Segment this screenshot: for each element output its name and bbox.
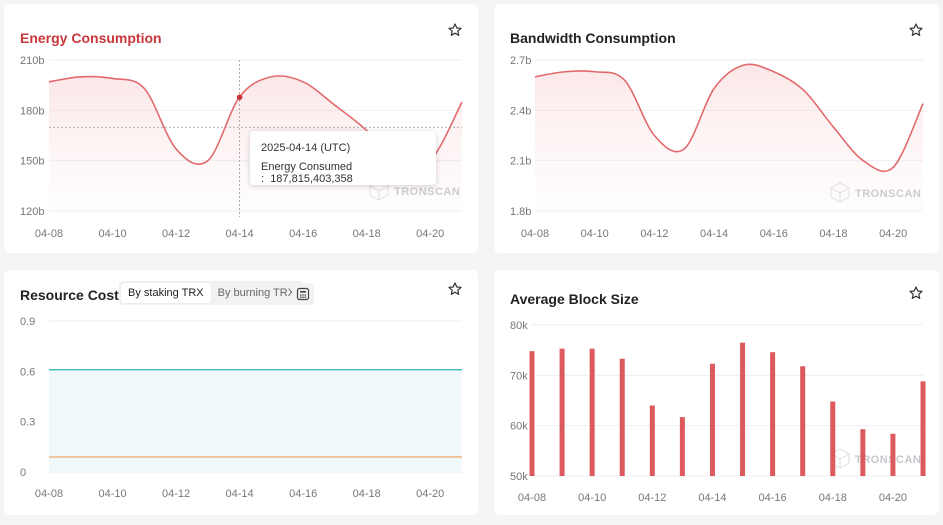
x-tick-label: 04-18 <box>819 228 847 240</box>
resource-costs-chart: 0 0.3 0.6 0.9 04-08 04-10 04-12 04-14 04-16 04-18… <box>20 316 462 500</box>
x-tick-label: 04-16 <box>289 488 317 500</box>
resource-costs-card: Resource Costs By staking TRX By burning… <box>4 270 478 515</box>
x-tick-label: 04-10 <box>98 228 126 240</box>
y-tick-label: 0.6 <box>20 366 35 378</box>
tooltip-value: 187,815,403,358 <box>270 173 353 185</box>
x-tick-label: 04-12 <box>638 492 666 504</box>
x-tick-label: 04-12 <box>640 228 668 240</box>
by-burning-tab[interactable]: By burning TRX <box>217 287 296 299</box>
highlight-point <box>236 94 243 101</box>
star-icon[interactable] <box>909 23 923 37</box>
cost-mode-toggle: By staking TRX By burning TRX <box>119 281 305 305</box>
x-tick-label: 04-08 <box>35 488 63 500</box>
star-icon[interactable] <box>448 23 462 37</box>
x-tick-label: 04-16 <box>289 228 317 240</box>
x-tick-label: 04-08 <box>35 228 63 240</box>
energy-chart: 120b 150b 180b 210b 04-08 04-10 04-12 04-14 04-1… <box>20 55 463 240</box>
watermark-text: TRONSCAN <box>855 454 921 466</box>
x-tick-label: 04-20 <box>879 492 907 504</box>
energy-card: Energy Consumption 120b 150b 180b 210b 04-08… <box>4 4 478 253</box>
x-tick-label: 04-18 <box>819 492 847 504</box>
y-tick-label: 0.9 <box>20 316 35 328</box>
bar <box>770 352 776 476</box>
x-tick-label: 04-14 <box>698 492 726 504</box>
block-title: Average Block Size <box>510 291 639 307</box>
y-tick-label: 2.7b <box>510 55 531 67</box>
calculator-button[interactable] <box>292 283 314 305</box>
bar <box>529 351 535 476</box>
bandwidth-title: Bandwidth Consumption <box>510 30 676 46</box>
calculator-icon <box>296 287 310 301</box>
y-tick-label: 210b <box>20 55 44 67</box>
energy-title: Energy Consumption <box>20 30 162 46</box>
bar <box>559 348 565 476</box>
bar <box>589 348 595 476</box>
bandwidth-card: Bandwidth Consumption 1.8b 2.1b 2.4b 2.7b 04… <box>494 4 939 253</box>
y-tick-label: 70k <box>510 370 528 382</box>
series-area <box>49 369 462 472</box>
bar <box>619 358 625 476</box>
x-tick-label: 04-12 <box>162 228 190 240</box>
bar <box>830 401 836 476</box>
tooltip-label: Energy Consumed : <box>261 161 353 185</box>
y-tick-label: 1.8b <box>510 206 531 218</box>
bar <box>890 433 896 476</box>
x-tick-label: 04-14 <box>700 228 728 240</box>
y-tick-label: 50k <box>510 471 528 483</box>
y-tick-label: 80k <box>510 320 528 332</box>
y-tick-label: 2.4b <box>510 105 531 117</box>
y-tick-label: 2.1b <box>510 156 531 168</box>
x-tick-label: 04-20 <box>879 228 907 240</box>
series-line <box>534 63 924 173</box>
y-tick-label: 0.3 <box>20 417 35 429</box>
x-tick-label: 04-12 <box>162 488 190 500</box>
bar <box>709 363 715 476</box>
x-tick-label: 04-20 <box>416 228 444 240</box>
star-icon[interactable] <box>909 286 923 300</box>
star-icon[interactable] <box>448 282 462 296</box>
x-tick-label: 04-14 <box>226 228 254 240</box>
x-tick-label: 04-08 <box>521 228 549 240</box>
y-tick-label: 120b <box>20 206 44 218</box>
resource-title: Resource Costs <box>20 287 127 303</box>
y-tick-label: 180b <box>20 105 44 117</box>
y-tick-label: 0 <box>20 467 26 479</box>
bar <box>649 405 655 476</box>
bar <box>860 429 866 476</box>
x-tick-label: 04-16 <box>760 228 788 240</box>
y-tick-label: 60k <box>510 421 528 433</box>
x-tick-label: 04-08 <box>518 492 546 504</box>
bar <box>679 417 685 476</box>
by-staking-tab[interactable]: By staking TRX <box>121 283 211 303</box>
x-tick-label: 04-18 <box>353 228 381 240</box>
bandwidth-chart: 1.8b 2.1b 2.4b 2.7b 04-08 04-10 04-12 04-14 04-1… <box>510 55 924 240</box>
y-tick-label: 150b <box>20 156 44 168</box>
x-tick-label: 04-16 <box>759 492 787 504</box>
bar <box>800 366 806 476</box>
series-area <box>535 64 923 211</box>
tooltip-label-row: Energy Consumed : 187,815,403,358 <box>261 161 436 185</box>
block-size-chart: 50k 60k 70k 80k 04-08 04-10 04-12 04-14 04-16 04-… <box>510 320 926 504</box>
bar <box>740 342 746 476</box>
x-tick-label: 04-14 <box>226 488 254 500</box>
x-tick-label: 04-20 <box>416 488 444 500</box>
bar <box>920 381 926 476</box>
x-tick-label: 04-18 <box>353 488 381 500</box>
x-tick-label: 04-10 <box>581 228 609 240</box>
tooltip-date: 2025-04-14 (UTC) <box>261 142 351 154</box>
x-tick-label: 04-10 <box>578 492 606 504</box>
block-size-card: Average Block Size 50k 60k 70k 80k 04-08 04-1… <box>494 270 939 515</box>
chart-tooltip: 2025-04-14 (UTC) Energy Consumed : 187,8… <box>250 131 436 185</box>
x-tick-label: 04-10 <box>98 488 126 500</box>
